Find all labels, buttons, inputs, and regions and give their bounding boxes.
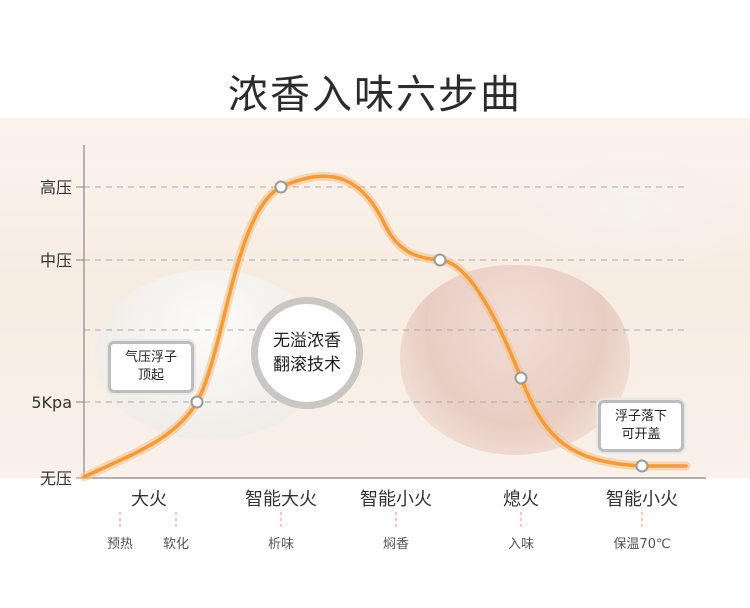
note-float-up-line2: 顶起 [137,368,164,383]
stage-label-3: 智能小火 [360,489,432,510]
y-label-mid: 中压 [40,251,72,270]
y-label-high: 高压 [40,178,72,197]
note-float-up-line1: 气压浮子 [124,350,177,365]
background-plate [520,150,750,270]
sub-label-preheat: 预热 [107,537,133,552]
note-float-down-line2: 可开盖 [621,427,661,442]
point-open [635,459,649,473]
stage-label-2: 智能大火 [245,489,317,510]
feature-badge-line2: 翻滚技术 [273,355,341,375]
sub-label-keepwarm: 保温70℃ [613,537,670,552]
sub-label-extract: 析味 [268,537,294,552]
point-high [274,180,288,194]
feature-badge-line1: 无溢浓香 [273,331,341,351]
point-5kpa [190,395,204,409]
stage-label-4: 熄火 [503,489,539,510]
sub-label-soften: 软化 [163,537,189,552]
point-mid [433,253,447,267]
point-release [514,371,528,385]
y-label-5kpa: 5Kpa [31,393,72,412]
note-float-up: 气压浮子 顶起 [108,341,194,393]
note-float-down: 浮子落下 可开盖 [598,400,684,452]
feature-badge: 无溢浓香 翻滚技术 [251,297,363,409]
sub-label-infuse: 入味 [508,537,534,552]
sub-label-braise: 焖香 [383,537,409,552]
note-float-down-line1: 浮子落下 [614,409,667,424]
stage-label-5: 智能小火 [606,489,678,510]
page-title: 浓香入味六步曲 [228,72,522,118]
stage-label-1: 大火 [131,489,167,510]
y-label-none: 无压 [40,469,72,488]
